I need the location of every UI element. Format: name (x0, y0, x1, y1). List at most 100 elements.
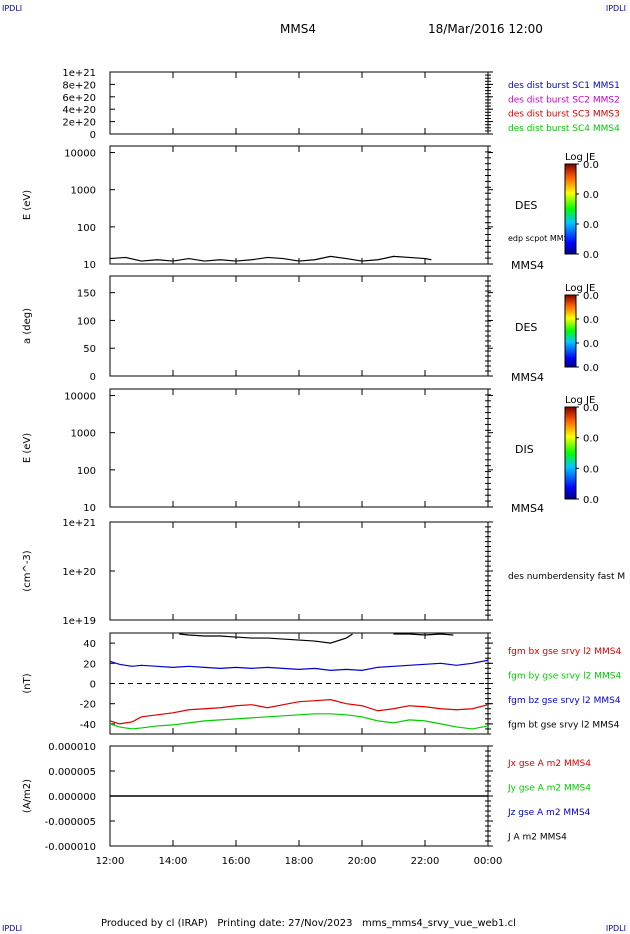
xtick-label: 22:00 (411, 856, 440, 867)
ytick-label-p7: -0.000005 (45, 817, 96, 828)
xtick-label: 16:00 (222, 856, 251, 867)
legend-entry-p1: des dist burst SC2 MMS2 (508, 95, 620, 105)
colorbar-tick-label-p3: 0.0 (583, 363, 599, 374)
legend-entry-p1: des dist burst SC3 MMS3 (508, 110, 620, 120)
colorbar-tick-label-p2: 0.0 (583, 250, 599, 261)
footer-text: Produced by cl (IRAP) Printing date: 27/… (101, 918, 516, 929)
colorbar-p4 (564, 406, 577, 500)
legend-entry-p1: des dist burst SC4 MMS4 (508, 124, 620, 134)
legend-entry-p5: des numberdensity fast M (508, 572, 625, 582)
ytick-label-p6: -40 (80, 720, 96, 731)
series-line-p6-2 (109, 659, 489, 671)
legend-entry-p7: Jx gse A m2 MMS4 (507, 759, 591, 769)
ytick-label-p2: 100 (77, 223, 96, 234)
colorbar-p3 (564, 294, 577, 368)
ylabel-p5: (cm^-3) (22, 550, 33, 591)
colorbar-tick-label-p4: 0.0 (583, 434, 599, 445)
series-line-p2-0 (109, 255, 432, 262)
series-line-p6-0 (109, 699, 489, 725)
ytick-label-p2: 10000 (64, 149, 96, 160)
ytick-label-p4: 10000 (64, 392, 96, 403)
series-line-p6-1 (109, 713, 489, 730)
ytick-label-p7: 0.000000 (48, 792, 96, 803)
colorbar-tick-label-p4: 0.0 (583, 464, 599, 475)
ytick-label-p2: 10 (83, 260, 96, 271)
ytick-label-p1: 4e+20 (62, 105, 96, 116)
spacecraft-label-p3: MMS4 (511, 371, 544, 384)
legend-entry-p6: fgm bx gse srvy l2 MMS4 (508, 647, 621, 657)
ytick-label-p3: 50 (83, 344, 96, 355)
colorbar-tick-label-p4: 0.0 (583, 403, 599, 414)
overplot-label-p2: edp scpot MMS4 (508, 234, 574, 243)
colorbar-title-p3: Log JE (565, 283, 595, 294)
panel-frame-p3 (109, 275, 489, 377)
ytick-label-p1: 1e+21 (62, 68, 96, 79)
ytick-label-p2: 1000 (71, 186, 96, 197)
spacecraft-title: MMS4 (280, 22, 316, 36)
footer-corner-right: IPDLI (605, 924, 626, 933)
colorbar-tick-label-p3: 0.0 (583, 315, 599, 326)
legend-entry-p7: Jz gse A m2 MMS4 (507, 808, 591, 818)
spacecraft-label-p4: MMS4 (511, 502, 544, 515)
panel-frame-p5 (109, 521, 489, 621)
colorbar-tick-label-p3: 0.0 (583, 291, 599, 302)
legend-entry-p7: Jy gse A m2 MMS4 (507, 784, 591, 794)
interval-datetime: 18/Mar/2016 12:00 (428, 22, 543, 36)
header-corner-right: IPDLI (605, 4, 626, 13)
ytick-label-p7: -0.000010 (45, 842, 96, 853)
xtick-label: 18:00 (285, 856, 314, 867)
colorbar-tick-label-p2: 0.0 (583, 190, 599, 201)
ytick-label-p3: 100 (77, 316, 96, 327)
ylabel-p6: (nT) (22, 673, 33, 693)
legend-entry-p7: J A m2 MMS4 (507, 833, 567, 843)
ylabel-p3: a (deg) (22, 308, 33, 344)
colorbar-title-p2: Log JE (565, 152, 595, 163)
legend-entry-p6: fgm by gse srvy l2 MMS4 (508, 672, 621, 682)
ytick-label-p4: 10 (83, 503, 96, 514)
xtick-label: 12:00 (96, 856, 125, 867)
instrument-label-p4: DIS (515, 443, 534, 456)
xtick-label: 00:00 (474, 856, 503, 867)
ytick-label-p5: 1e+20 (62, 567, 96, 578)
ytick-label-p5: 1e+19 (62, 616, 96, 627)
ytick-label-p7: 0.000010 (48, 742, 96, 753)
ytick-label-p7: 0.000005 (48, 767, 96, 778)
ytick-label-p5: 1e+21 (62, 518, 96, 529)
legend-entry-p1: des dist burst SC1 MMS1 (508, 81, 620, 91)
ytick-label-p4: 1000 (71, 429, 96, 440)
spacecraft-label-p2: MMS4 (511, 259, 544, 272)
colorbar-title-p4: Log JE (565, 395, 595, 406)
ytick-label-p3: 150 (77, 289, 96, 300)
header-corner-left: IPDLI (2, 4, 23, 13)
colorbar-tick-label-p3: 0.0 (583, 339, 599, 350)
panel-frame-p1 (109, 71, 489, 135)
ytick-label-p3: 0 (90, 372, 96, 383)
colorbar-tick-label-p4: 0.0 (583, 495, 599, 506)
instrument-label-p2: DES (515, 199, 537, 212)
ytick-label-p1: 6e+20 (62, 93, 96, 104)
instrument-label-p3: DES (515, 321, 537, 334)
ylabel-p7: (A/m2) (22, 779, 33, 813)
ytick-label-p1: 0 (90, 130, 96, 141)
ytick-label-p6: -20 (80, 700, 96, 711)
ytick-label-p6: 40 (83, 639, 96, 650)
legend-entry-p6: fgm bz gse srvy l2 MMS4 (508, 696, 621, 706)
ytick-label-p6: 20 (83, 659, 96, 670)
panel-frame-p2 (109, 145, 489, 265)
colorbar-tick-label-p2: 0.0 (583, 220, 599, 231)
xtick-label: 14:00 (159, 856, 188, 867)
series-line-p6-3 (179, 633, 353, 644)
colorbar-tick-label-p2: 0.0 (583, 160, 599, 171)
series-line-b-p6-3 (393, 633, 454, 636)
legend-entry-p6: fgm bt gse srvy l2 MMS4 (508, 721, 620, 731)
ytick-label-p4: 100 (77, 466, 96, 477)
ytick-label-p6: 0 (90, 680, 96, 691)
ytick-label-p1: 8e+20 (62, 80, 96, 91)
ytick-label-p1: 2e+20 (62, 118, 96, 129)
xtick-label: 20:00 (348, 856, 377, 867)
footer-corner-left: IPDLI (2, 924, 23, 933)
panel-frame-p4 (109, 388, 489, 508)
ylabel-p4: E (eV) (22, 433, 33, 463)
colorbar-p2 (564, 163, 577, 255)
